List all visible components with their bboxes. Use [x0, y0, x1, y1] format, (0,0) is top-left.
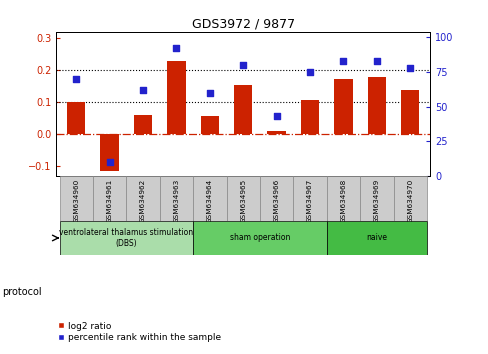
Text: protocol: protocol [2, 287, 42, 297]
Bar [234, 85, 252, 135]
Bar [293, 176, 326, 221]
Bar [60, 221, 193, 255]
Text: naive: naive [366, 234, 386, 242]
Bar [200, 116, 219, 135]
Bar [334, 79, 352, 135]
Text: GSM634968: GSM634968 [340, 178, 346, 223]
Bar [326, 176, 360, 221]
Bar [267, 131, 285, 135]
Text: GSM634960: GSM634960 [73, 178, 79, 223]
Bar [101, 135, 119, 171]
Bar [326, 221, 426, 255]
Point [339, 58, 346, 64]
Bar [160, 176, 193, 221]
Bar [167, 61, 185, 135]
Point [239, 62, 246, 68]
Legend: log2 ratio, percentile rank within the sample: log2 ratio, percentile rank within the s… [53, 318, 224, 346]
Point [205, 90, 213, 96]
Text: ventrolateral thalamus stimulation
(DBS): ventrolateral thalamus stimulation (DBS) [59, 228, 193, 248]
Text: GSM634963: GSM634963 [173, 178, 179, 223]
Text: GSM634962: GSM634962 [140, 178, 146, 223]
Text: GSM634966: GSM634966 [273, 178, 279, 223]
Text: GSM634965: GSM634965 [240, 178, 246, 223]
Bar [360, 176, 393, 221]
Bar [260, 176, 293, 221]
Bar [134, 115, 152, 135]
Point [372, 58, 380, 64]
Point [305, 69, 313, 75]
Point [139, 87, 147, 93]
Bar [193, 221, 326, 255]
Bar [60, 176, 93, 221]
Point [272, 114, 280, 119]
Text: GSM634969: GSM634969 [373, 178, 379, 223]
Point [172, 46, 180, 51]
Bar [400, 90, 419, 135]
Bar [67, 102, 85, 135]
Bar [193, 176, 226, 221]
Bar [367, 78, 385, 135]
Bar [226, 176, 260, 221]
Text: GSM634967: GSM634967 [306, 178, 312, 223]
Text: GSM634961: GSM634961 [106, 178, 112, 223]
Bar [393, 176, 426, 221]
Point [406, 65, 413, 71]
Text: GSM634970: GSM634970 [407, 178, 412, 223]
Bar [126, 176, 160, 221]
Bar [300, 100, 319, 135]
Title: GDS3972 / 9877: GDS3972 / 9877 [191, 18, 294, 31]
Text: GSM634964: GSM634964 [206, 178, 212, 223]
Text: sham operation: sham operation [229, 234, 289, 242]
Point [105, 159, 113, 165]
Bar [93, 176, 126, 221]
Point [72, 76, 80, 82]
